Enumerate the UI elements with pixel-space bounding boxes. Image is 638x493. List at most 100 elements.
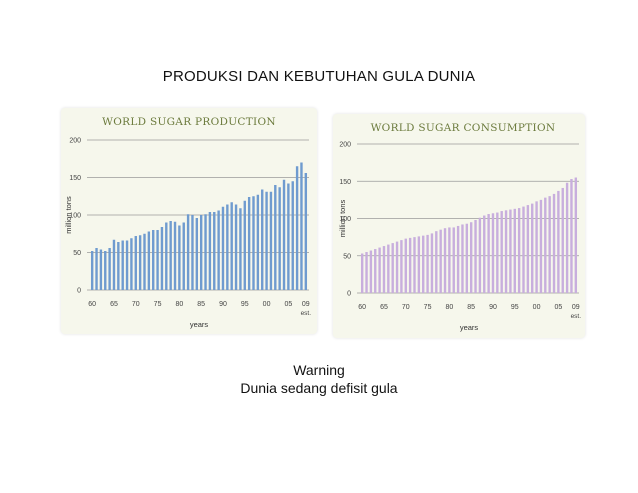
consumption-x-tick-label: 65	[380, 304, 388, 311]
production-bar	[99, 249, 103, 290]
consumption-bar	[369, 250, 373, 293]
consumption-bar	[387, 244, 390, 293]
consumption-x-tick-label: 75	[424, 304, 432, 311]
production-bar	[169, 221, 172, 290]
production-bar	[112, 239, 116, 290]
production-bar	[160, 227, 164, 290]
production-bar	[217, 210, 220, 290]
consumption-bar	[561, 187, 564, 293]
production-bar	[265, 191, 268, 290]
consumption-chart-title: WORLD SUGAR CONSUMPTION	[371, 122, 556, 134]
consumption-chart-panel: WORLD SUGAR CONSUMPTION 0 50 100 150 200 milli…	[333, 114, 585, 338]
production-y-tick-label: 150	[69, 175, 81, 182]
production-bar	[291, 181, 294, 290]
production-bar	[226, 204, 229, 290]
production-bar	[261, 189, 264, 290]
production-y-tick-label: 100	[69, 213, 81, 220]
production-bar	[121, 240, 124, 290]
production-bar	[152, 230, 155, 290]
production-bar	[173, 221, 177, 290]
production-bar	[195, 218, 199, 290]
production-bar	[208, 212, 212, 290]
production-bar	[247, 197, 251, 290]
consumption-x-tick-label: 60	[358, 304, 366, 311]
production-bar	[230, 202, 233, 290]
consumption-bar	[395, 241, 399, 293]
consumption-bar	[391, 243, 394, 293]
production-y-axis-label: million tons	[64, 196, 73, 234]
consumption-bar	[461, 224, 464, 293]
consumption-bar	[565, 182, 569, 293]
production-bar	[295, 166, 299, 290]
consumption-bar	[443, 228, 447, 293]
consumption-bar	[382, 246, 386, 293]
production-bar	[117, 242, 120, 290]
consumption-y-tick-label: 200	[339, 142, 351, 149]
consumption-x-tick-label: 00	[533, 304, 541, 311]
consumption-bar	[548, 196, 551, 293]
consumption-x-tick-label: 70	[402, 304, 410, 311]
consumption-bar	[374, 249, 377, 293]
consumption-bar	[365, 252, 368, 293]
consumption-x-tick-est: est.	[571, 313, 582, 320]
consumption-y-tick-label: 0	[347, 291, 351, 298]
consumption-x-axis-label: years	[460, 323, 479, 332]
production-y-tick-label: 50	[73, 250, 81, 257]
production-bar	[186, 214, 190, 290]
production-bar	[147, 231, 151, 290]
production-x-tick-label: 80	[175, 301, 183, 308]
production-bar	[239, 208, 242, 290]
production-bar	[243, 200, 246, 290]
consumption-y-tick-label: 50	[343, 253, 351, 260]
production-chart-title: WORLD SUGAR PRODUCTION	[102, 116, 276, 128]
consumption-bar	[544, 197, 547, 293]
production-bar	[182, 222, 185, 290]
production-x-tick-est: est.	[301, 310, 312, 317]
production-bar	[90, 251, 94, 290]
consumption-bar	[430, 233, 434, 293]
production-bar	[269, 191, 273, 290]
consumption-bar	[452, 227, 455, 293]
production-x-tick-label: 70	[132, 301, 140, 308]
consumption-bar	[513, 208, 516, 293]
consumption-bar	[557, 190, 560, 293]
production-bar	[178, 225, 181, 290]
consumption-bar	[487, 214, 490, 293]
production-bar	[165, 222, 168, 290]
production-bar	[256, 194, 260, 290]
consumption-bar	[465, 223, 469, 293]
production-bar	[274, 185, 277, 290]
production-chart-panel: WORLD SUGAR PRODUCTION 0 50 100 150 200 millio…	[61, 108, 317, 334]
production-x-tick-label: 65	[110, 301, 118, 308]
consumption-bar	[496, 212, 499, 293]
consumption-bar	[448, 227, 451, 293]
consumption-x-tick-label: 90	[489, 304, 497, 311]
production-x-tick-label: 75	[154, 301, 162, 308]
production-bar	[138, 235, 142, 290]
consumption-bar	[504, 210, 508, 293]
production-bar	[282, 179, 286, 290]
production-bar	[304, 173, 308, 290]
warning-heading: Warning	[293, 362, 345, 378]
consumption-bar	[539, 199, 543, 294]
consumption-x-tick-label: 95	[511, 304, 519, 311]
consumption-bar	[535, 201, 538, 293]
production-x-tick-label: 09	[302, 301, 310, 308]
consumption-bar	[404, 238, 407, 293]
consumption-y-tick-label: 100	[339, 216, 351, 223]
consumption-bar	[478, 217, 482, 293]
consumption-bar	[422, 235, 425, 293]
production-y-tick-label: 0	[77, 288, 81, 295]
consumption-bar	[522, 206, 525, 293]
consumption-bar	[408, 237, 412, 293]
consumption-bar	[531, 203, 534, 293]
production-bar	[191, 215, 194, 290]
production-bar	[134, 236, 137, 290]
consumption-bar	[491, 213, 495, 293]
consumption-bar	[413, 237, 416, 294]
production-bar	[95, 248, 98, 290]
production-bar	[221, 206, 225, 290]
consumption-bar	[509, 209, 512, 293]
consumption-bar	[456, 225, 460, 293]
consumption-chart: WORLD SUGAR CONSUMPTION050100150200milli…	[338, 122, 582, 332]
